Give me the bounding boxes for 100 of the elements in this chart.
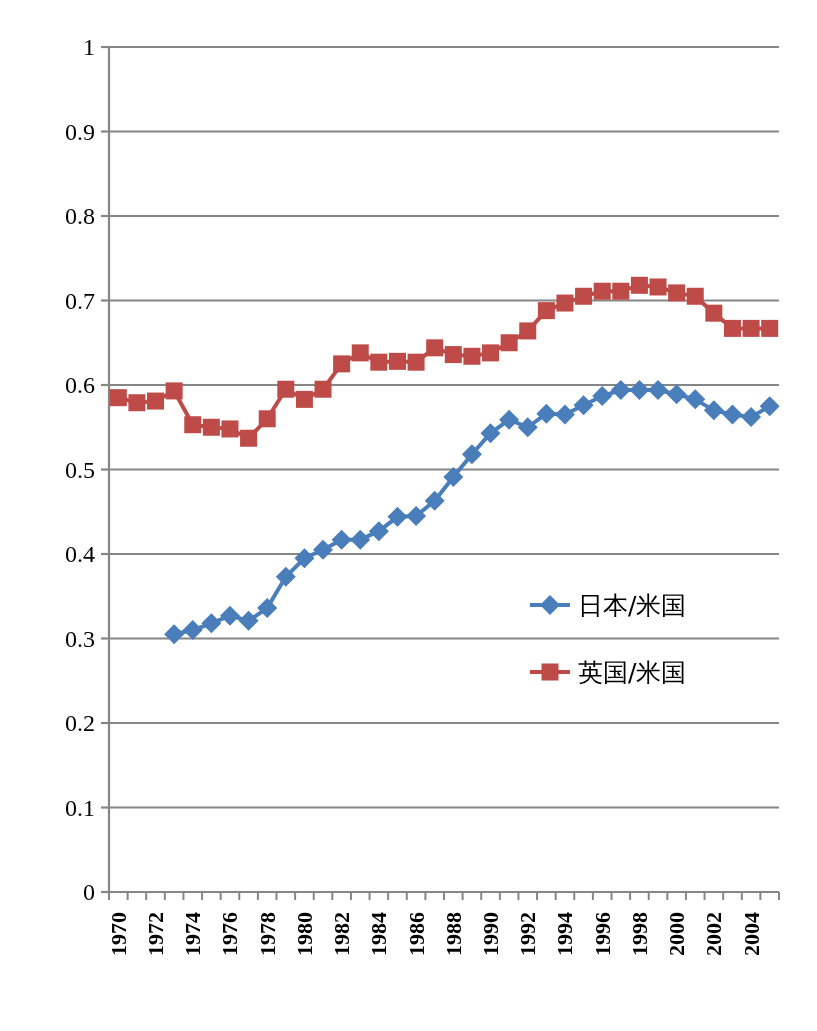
point (314, 380, 332, 398)
point (147, 392, 165, 410)
legend-label: 日本/米国 (578, 591, 687, 620)
point (612, 282, 630, 300)
point (649, 278, 667, 296)
y-tick-label: 0.8 (65, 203, 95, 229)
point (313, 539, 334, 560)
x-tick-label: 1972 (143, 912, 169, 956)
point (443, 467, 464, 488)
point (630, 276, 648, 294)
y-tick-label: 0 (83, 879, 95, 905)
x-tick-label: 1970 (105, 912, 131, 956)
point (463, 347, 481, 365)
x-tick-label: 1976 (217, 912, 243, 956)
point (593, 282, 611, 300)
point (666, 384, 687, 405)
point (723, 319, 741, 337)
point (742, 319, 760, 337)
point (202, 418, 220, 436)
point (592, 385, 613, 406)
point (705, 304, 723, 322)
point (444, 346, 462, 364)
point (331, 529, 352, 550)
point (128, 394, 146, 412)
y-tick-label: 0.9 (65, 118, 95, 145)
point (333, 355, 351, 373)
point (517, 417, 538, 438)
point (500, 334, 518, 352)
x-tick-label: 1994 (552, 912, 578, 956)
point (277, 380, 295, 398)
point (350, 529, 371, 550)
x-tick-label: 1988 (440, 912, 466, 956)
point (240, 429, 258, 447)
y-tick-label: 0.6 (65, 372, 95, 398)
point (221, 420, 239, 438)
point (610, 380, 631, 401)
point (480, 423, 501, 444)
point (668, 284, 686, 302)
point (238, 610, 259, 631)
x-tick-label: 1974 (180, 912, 206, 956)
y-tick-label: 0.7 (65, 287, 95, 314)
point (536, 403, 557, 424)
point (761, 319, 779, 337)
point (164, 624, 185, 645)
point (629, 380, 650, 401)
x-tick-label: 1992 (515, 912, 541, 956)
point (295, 390, 313, 408)
y-tick-label: 1 (83, 34, 95, 60)
point (388, 352, 406, 370)
point (575, 287, 593, 305)
point (368, 521, 389, 542)
point (741, 407, 762, 428)
point (109, 389, 127, 407)
point (258, 410, 276, 428)
x-tick-label: 1984 (366, 912, 392, 956)
point (257, 598, 278, 619)
point (648, 380, 669, 401)
legend-label: 英国/米国 (578, 658, 687, 687)
point (275, 566, 296, 587)
point (406, 505, 427, 526)
point (554, 404, 575, 425)
point (219, 605, 240, 626)
y-tick-label: 0.3 (65, 625, 95, 652)
point (165, 382, 183, 400)
point (703, 400, 724, 421)
x-tick-label: 1982 (329, 912, 355, 956)
x-tick-label: 2002 (701, 912, 727, 956)
point (573, 395, 594, 416)
point (482, 344, 500, 362)
x-tick-label: 2000 (664, 912, 690, 956)
point (499, 409, 520, 430)
point (537, 302, 555, 320)
point (722, 404, 743, 425)
x-tick-label: 1990 (478, 912, 504, 956)
point (519, 322, 537, 340)
x-tick-label: 1998 (626, 912, 652, 956)
x-tick-label: 1978 (254, 912, 280, 956)
point (461, 444, 482, 465)
point (686, 287, 704, 305)
point (184, 416, 202, 434)
point (407, 353, 425, 371)
point (294, 548, 315, 569)
x-tick-label: 1986 (403, 912, 429, 956)
point (426, 339, 444, 357)
x-tick-label: 1980 (291, 912, 317, 956)
x-tick-label: 2004 (738, 912, 764, 956)
point (556, 294, 574, 312)
x-tick-label: 1996 (589, 912, 615, 956)
point (201, 613, 222, 634)
y-tick-label: 0.5 (65, 456, 95, 483)
point (351, 344, 369, 362)
point (182, 620, 203, 641)
point (370, 353, 388, 371)
y-tick-label: 0.4 (65, 541, 95, 567)
point (424, 490, 445, 511)
point (759, 396, 780, 417)
y-tick-label: 0.1 (65, 794, 95, 821)
point (685, 389, 706, 410)
point (387, 506, 408, 527)
y-tick-label: 0.2 (65, 710, 95, 736)
